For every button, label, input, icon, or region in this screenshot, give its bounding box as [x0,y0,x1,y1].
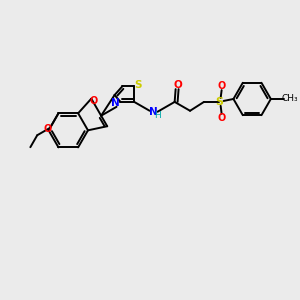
Text: O: O [89,96,98,106]
Text: O: O [218,113,226,123]
Text: N: N [149,107,158,117]
Text: O: O [173,80,182,90]
Text: H: H [154,111,161,120]
Text: O: O [43,124,51,134]
Text: O: O [218,81,226,91]
Text: S: S [134,80,142,90]
Text: N: N [111,98,120,108]
Text: S: S [216,97,224,107]
Text: CH₃: CH₃ [281,94,298,103]
